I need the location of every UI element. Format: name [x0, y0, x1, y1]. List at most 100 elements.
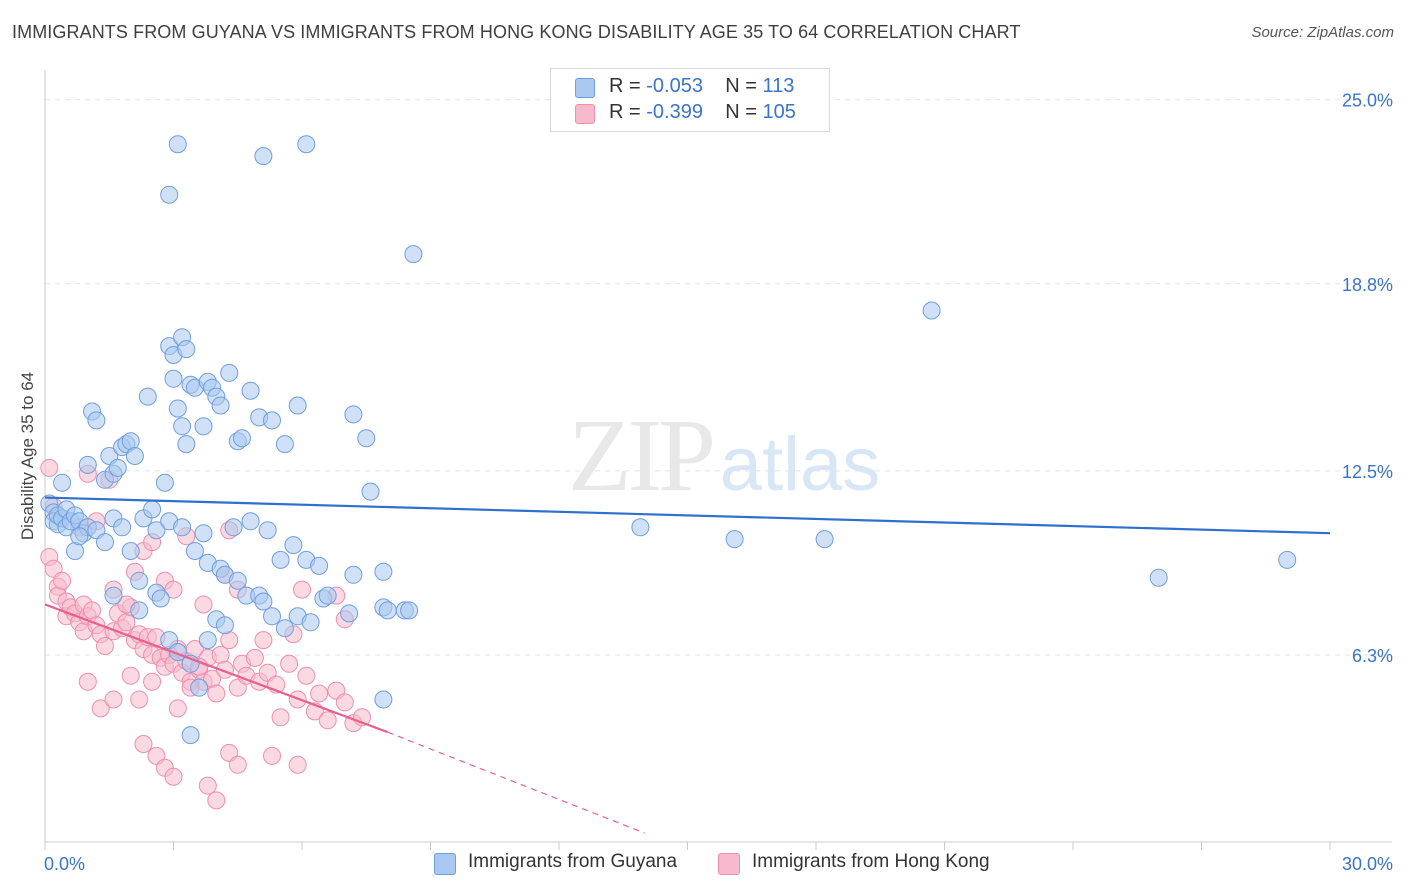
guyana-point-106: [181, 726, 200, 745]
guyana-point-100: [190, 678, 209, 697]
guyana-point-44: [173, 417, 192, 436]
guyana-point-77: [228, 571, 247, 590]
trend-lines: [44, 496, 1331, 834]
guyana-point-58: [288, 396, 307, 415]
guyana-point-82: [275, 619, 294, 638]
hongkong-point-89: [121, 666, 140, 685]
hongkong-point-86: [78, 672, 97, 691]
guyana-point-32: [121, 542, 140, 560]
guyana-point-39: [177, 340, 196, 359]
guyana-point-54: [241, 381, 260, 400]
watermark-zip: ZIP: [568, 398, 712, 513]
guyana-point-115: [725, 530, 744, 549]
guyana-point-110: [254, 147, 273, 166]
guyana-point-96: [151, 589, 170, 608]
guyana-point-81: [263, 607, 281, 626]
y-axis-label: Disability Age 35 to 64: [18, 371, 37, 541]
hongkong-legend-swatch: [718, 853, 740, 875]
hongkong-r-label: R =: [609, 101, 647, 123]
guyana-point-59: [344, 405, 363, 424]
hongkong-point-88: [104, 690, 123, 709]
hongkong-point-0: [40, 458, 59, 477]
guyana-r-value: -0.053: [646, 75, 703, 97]
guyana-point-56: [263, 411, 281, 430]
guyana-point-31: [138, 387, 157, 406]
guyana-point-105: [130, 601, 149, 620]
guyana-point-50: [211, 396, 230, 415]
hongkong-r-value: -0.399: [646, 101, 703, 123]
guyana-point-111: [297, 135, 316, 154]
hongkong-point-91: [134, 735, 153, 753]
guyana-point-113: [922, 301, 941, 320]
hongkong-point-18: [96, 637, 114, 655]
hongkong-point-100: [207, 791, 226, 810]
hongkong-point-75: [293, 580, 311, 599]
hongkong-point-60: [310, 684, 329, 703]
hongkong-point-83: [194, 595, 213, 614]
watermark-atlas: atlas: [720, 422, 881, 507]
hongkong-point-102: [228, 755, 247, 774]
guyana-point-43: [168, 399, 187, 418]
guyana-point-112: [404, 245, 423, 264]
hongkong-point-99: [198, 776, 217, 795]
guyana-point-71: [173, 518, 192, 537]
hongkong-point-46: [220, 631, 239, 650]
guyana-point-29: [121, 432, 140, 451]
source-label: Source: ZipAtlas.com: [1251, 24, 1394, 41]
hongkong-point-22: [117, 613, 136, 632]
hongkong-point-6: [53, 571, 72, 590]
guyana-point-103: [215, 616, 234, 635]
guyana-point-65: [271, 550, 290, 569]
hongkong-point-104: [288, 755, 307, 774]
guyana-point-46: [194, 417, 213, 436]
guyana-legend-label: Immigrants from Guyana: [468, 851, 678, 872]
guyana-point-19: [70, 527, 89, 546]
guyana-legend-swatch: [434, 853, 456, 875]
hongkong-point-95: [164, 767, 183, 786]
hongkong-point-87: [91, 699, 110, 718]
guyana-point-63: [241, 512, 260, 531]
hongkong-point-61: [318, 711, 337, 730]
guyana-n-label: N =: [725, 75, 763, 97]
hongkong-point-103: [263, 746, 281, 765]
guyana-point-108: [160, 185, 179, 204]
tick-labels: 25.0% 18.8% 12.5% 6.3% 0.0% 30.0%: [44, 91, 1393, 874]
guyana-point-51: [220, 363, 239, 382]
x-tick-label-0: 0.0%: [44, 854, 85, 874]
guyana-point-14: [96, 533, 114, 552]
guyana-point-64: [258, 521, 277, 540]
guyana-point-114: [631, 518, 650, 537]
guyana-point-92: [374, 562, 393, 581]
guyana-point-88: [344, 565, 363, 584]
x-tick-label-1: 30.0%: [1342, 854, 1393, 874]
guyana-point-117: [1149, 568, 1168, 587]
watermark: ZIP atlas: [568, 398, 880, 513]
guyana-point-35: [155, 473, 174, 492]
stats-legend: R = -0.053 N = 113 R = -0.399 N = 105: [550, 68, 830, 132]
guyana-point-42: [164, 369, 183, 388]
guyana-point-68: [310, 556, 329, 575]
guyana-point-80: [254, 592, 273, 611]
gridlines: [45, 99, 1392, 656]
hongkong-point-63: [335, 693, 354, 712]
guyana-point-84: [301, 613, 320, 632]
hongkong-swatch: [575, 104, 595, 124]
guyana-point-22: [87, 411, 106, 430]
guyana-point-86: [318, 586, 337, 605]
guyana-point-18: [66, 542, 84, 560]
hongkong-point-15: [83, 601, 102, 620]
guyana-point-57: [275, 435, 294, 454]
guyana-point-72: [185, 542, 204, 560]
hongkong-point-56: [280, 654, 299, 673]
guyana-point-104: [104, 586, 123, 605]
guyana-point-90: [378, 601, 397, 620]
guyana-point-87: [340, 604, 359, 623]
guyana-point-62: [224, 518, 243, 537]
guyana-point-30: [125, 447, 144, 465]
hongkong-point-44: [211, 645, 230, 664]
guyana-point-118: [1278, 550, 1297, 569]
axes: [44, 70, 1392, 850]
hongkong-point-58: [297, 666, 316, 685]
hongkong-point-90: [130, 690, 149, 709]
hongkong-point-92: [143, 672, 162, 691]
